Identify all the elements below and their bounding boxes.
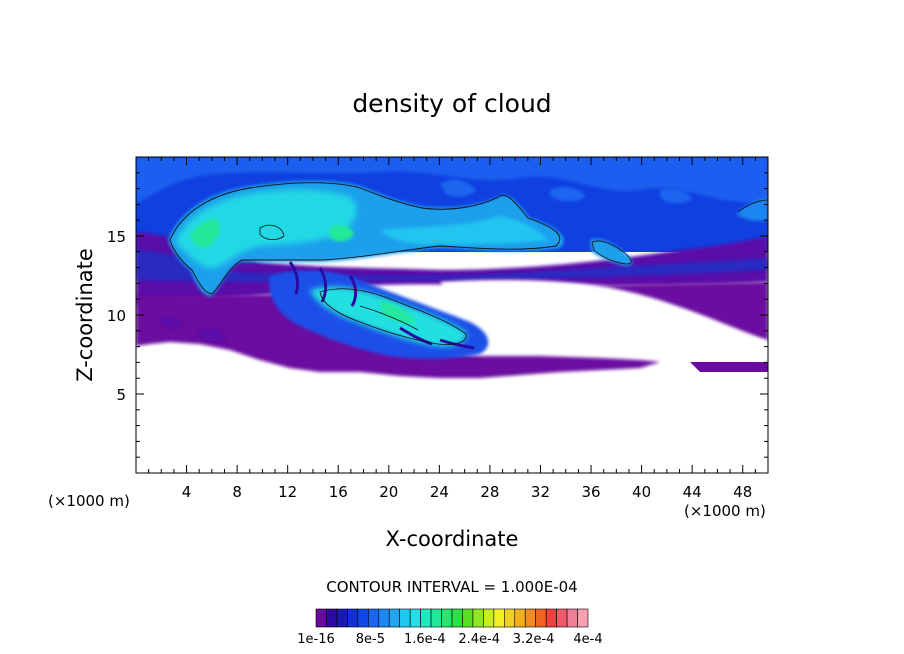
x-unit-left: (×1000 m): [48, 492, 130, 510]
x-tick-label: 48: [733, 483, 752, 501]
colorbar-label: 2.4e-4: [458, 632, 500, 647]
x-unit-right: (×1000 m): [684, 502, 766, 520]
colorbar-swatch: [472, 608, 484, 628]
colorbar-swatch: [514, 608, 526, 628]
colorbar-swatch: [535, 608, 547, 628]
contour-anvil: [169, 182, 561, 295]
x-tick-labels: 4 8 12 16 20 24 28 32 36 40 44 48: [182, 483, 752, 501]
contour-top-right: [737, 199, 768, 213]
colorbar-swatch: [368, 608, 380, 628]
left-lower-purple: [136, 294, 660, 378]
contour-inner: [259, 224, 285, 240]
colorbar-swatch: [315, 608, 327, 628]
colorbar-swatch: [347, 608, 359, 628]
colorbar-swatch: [378, 608, 390, 628]
colorbar-label: 1.6e-4: [404, 632, 446, 647]
colorbar-swatch: [483, 608, 495, 628]
lower-band-blue: [136, 250, 768, 282]
y-tick-labels: 5 10 15: [107, 228, 126, 404]
y-tick-label: 5: [116, 386, 126, 404]
colorbar-swatch: [430, 608, 442, 628]
colorbar-swatch: [336, 608, 348, 628]
x-tick-label: 32: [531, 483, 550, 501]
colorbar-swatch: [441, 608, 453, 628]
x-tick-label: 20: [379, 483, 398, 501]
colorbar-swatch: [409, 608, 421, 628]
anvil-cloud-core: [176, 189, 357, 268]
x-tick-label: 28: [480, 483, 499, 501]
colorbar-label: 1e-16: [297, 632, 335, 647]
y-axis-label: Z-coordinate: [73, 248, 97, 382]
upper-eddies: [440, 179, 692, 204]
updraft-cloud-green: [380, 300, 416, 324]
x-tick-label: 4: [182, 483, 192, 501]
colorbar-swatch: [462, 608, 474, 628]
colorbar-swatch: [493, 608, 505, 628]
colorbar-label: 3.2e-4: [513, 632, 555, 647]
colorbar-swatch: [399, 608, 411, 628]
x-tick-label: 24: [430, 483, 449, 501]
x-tick-label: 8: [232, 483, 242, 501]
updraft-dark-streaks: [288, 261, 475, 350]
colorbar-labels: 1e-16 8e-5 1.6e-4 2.4e-4 3.2e-4 4e-4: [297, 632, 602, 647]
chart-title: density of cloud: [352, 89, 551, 118]
colorbar-swatch: [577, 608, 589, 628]
colorbar-label: 8e-5: [356, 632, 385, 647]
colorbar-swatch: [451, 608, 463, 628]
white-gap: [440, 279, 768, 360]
x-tick-label: 12: [278, 483, 297, 501]
colorbar-swatch: [420, 608, 432, 628]
colorbar-swatch: [556, 608, 568, 628]
colorbar-swatch: [504, 608, 516, 628]
colorbar-swatch: [357, 608, 369, 628]
lower-left-blobs: [160, 316, 226, 342]
right-cloud-patch: [590, 238, 633, 266]
x-tick-label: 44: [683, 483, 702, 501]
top-light-band: [136, 157, 768, 204]
cloud-field: [136, 157, 768, 473]
contour-right-patch: [591, 240, 632, 265]
colorbar-swatch: [524, 608, 536, 628]
axis-ticks: [136, 157, 768, 473]
contour-updraft: [319, 288, 467, 345]
colorbar-swatch: [326, 608, 338, 628]
colorbar-label: 4e-4: [573, 632, 602, 647]
anvil-cloud-green: [190, 218, 354, 248]
x-tick-label: 36: [581, 483, 600, 501]
colorbar: [315, 608, 589, 628]
x-tick-label: 40: [632, 483, 651, 501]
y-tick-label: 15: [107, 228, 126, 246]
top-right-eddy: [736, 198, 768, 221]
colorbar-swatch: [545, 608, 557, 628]
y-tick-label: 10: [107, 307, 126, 325]
anvil-cloud-tail: [380, 216, 548, 245]
colorbar-swatch: [566, 608, 578, 628]
contour-interval-label: CONTOUR INTERVAL = 1.000E-04: [326, 578, 577, 596]
x-axis-label: X-coordinate: [386, 527, 519, 551]
right-lower-strip: [690, 362, 768, 372]
x-tick-label: 16: [329, 483, 348, 501]
colorbar-swatch: [388, 608, 400, 628]
